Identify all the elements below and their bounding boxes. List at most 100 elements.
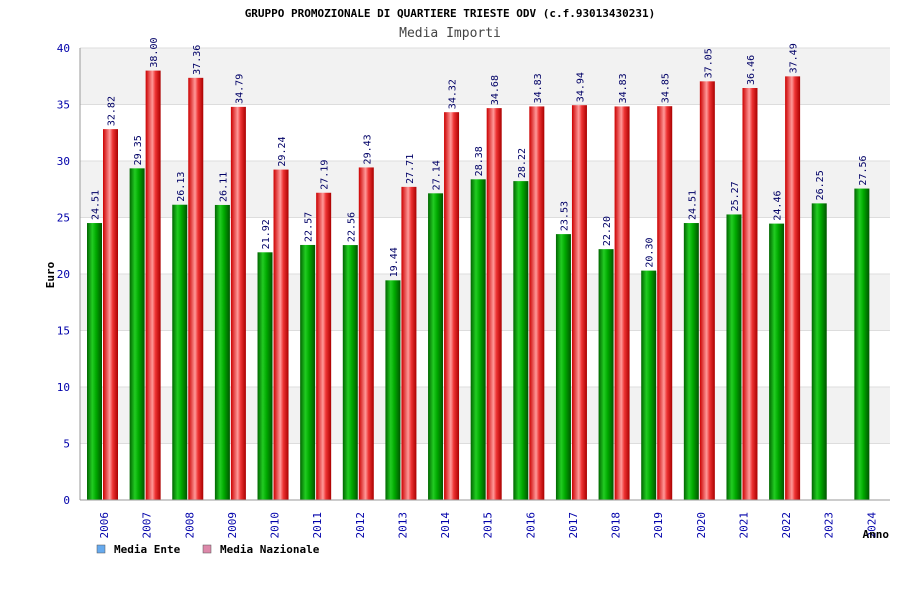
bar-media-ente — [470, 179, 486, 500]
bar-media-ente — [555, 234, 571, 500]
data-label: 27.14 — [432, 160, 443, 190]
bar-media-nazionale — [571, 105, 587, 500]
data-label: 22.56 — [346, 212, 357, 242]
bar-media-nazionale — [273, 169, 289, 500]
bar-media-ente — [726, 214, 742, 500]
x-tick-label: 2019 — [652, 512, 665, 539]
y-tick-label: 40 — [57, 42, 70, 55]
legend-label-media-ente: Media Ente — [114, 543, 181, 556]
bar-media-ente — [129, 168, 145, 500]
data-label: 32.82 — [107, 96, 118, 126]
chart-subtitle: Media Importi — [399, 26, 501, 41]
y-axis-ticks: 0 5 10 15 20 25 30 35 40 — [57, 42, 70, 507]
bar-media-ente — [87, 223, 102, 501]
value-labels: 24.51 32.82 29.35 38.00 26.13 37.36 26.11 34.79… — [91, 37, 869, 277]
x-tick-label: 2022 — [780, 512, 793, 539]
bar-media-ente — [428, 193, 444, 500]
data-label: 34.83 — [533, 73, 544, 103]
x-tick-label: 2016 — [524, 512, 537, 539]
data-label: 22.20 — [602, 216, 613, 246]
data-label: 34.32 — [448, 79, 459, 109]
data-label: 29.35 — [133, 135, 144, 165]
data-label: 28.22 — [517, 148, 528, 178]
y-tick-label: 15 — [57, 325, 70, 338]
bar-media-nazionale — [145, 70, 161, 500]
x-tick-label: 2024 — [865, 512, 878, 539]
bar-media-nazionale — [358, 167, 374, 501]
bars — [87, 70, 870, 501]
data-label: 19.44 — [389, 247, 400, 277]
y-tick-label: 25 — [57, 212, 70, 225]
x-tick-label: 2014 — [439, 512, 452, 539]
bar-media-ente — [385, 280, 401, 500]
data-label: 34.83 — [618, 73, 629, 103]
bar-media-nazionale — [230, 106, 246, 501]
x-tick-label: 2023 — [823, 512, 836, 539]
data-label: 20.30 — [645, 238, 656, 268]
data-label: 24.51 — [687, 190, 698, 220]
bar-media-ente — [257, 252, 273, 500]
bar-media-nazionale — [614, 106, 630, 501]
bar-media-ente — [641, 270, 657, 500]
bar-media-nazionale — [657, 106, 673, 500]
legend-swatch-media-nazionale — [202, 544, 212, 554]
chart-title: GRUPPO PROMOZIONALE DI QUARTIERE TRIESTE… — [245, 7, 656, 20]
data-label: 27.56 — [858, 155, 869, 185]
data-label: 29.43 — [362, 134, 373, 164]
x-tick-label: 2013 — [396, 512, 409, 539]
legend: Media Ente Media Nazionale — [96, 543, 320, 556]
bar-media-ente — [300, 244, 316, 500]
y-tick-label: 5 — [63, 438, 70, 451]
bar-media-ente — [811, 203, 827, 500]
x-tick-label: 2017 — [567, 512, 580, 539]
data-label: 28.38 — [474, 146, 485, 176]
data-label: 37.36 — [192, 45, 203, 75]
bar-media-ente — [342, 245, 358, 500]
x-tick-label: 2018 — [610, 512, 623, 539]
y-axis-label: Euro — [44, 261, 57, 288]
data-label: 29.24 — [277, 136, 288, 166]
x-tick-label: 2011 — [311, 512, 324, 539]
x-tick-label: 2006 — [98, 512, 111, 539]
data-label: 27.71 — [405, 154, 416, 184]
bar-media-nazionale — [316, 192, 332, 501]
x-tick-label: 2009 — [226, 512, 239, 539]
x-tick-label: 2012 — [354, 512, 367, 539]
data-label: 38.00 — [149, 37, 160, 67]
data-label: 26.25 — [815, 170, 826, 200]
bar-media-nazionale — [785, 76, 801, 500]
bar-media-ente — [769, 223, 785, 501]
bar-media-nazionale — [401, 186, 417, 500]
legend-label-media-nazionale: Media Nazionale — [220, 543, 320, 556]
data-label: 22.57 — [304, 212, 315, 242]
bar-media-nazionale — [529, 106, 545, 501]
data-label: 34.85 — [661, 73, 672, 103]
bar-media-ente — [854, 188, 870, 500]
y-tick-label: 20 — [57, 268, 70, 281]
bar-media-ente — [214, 204, 230, 500]
data-label: 26.11 — [218, 172, 229, 202]
x-tick-label: 2008 — [183, 512, 196, 539]
bar-media-ente — [513, 181, 529, 500]
bar-media-nazionale — [699, 81, 715, 501]
data-label: 24.46 — [773, 190, 784, 220]
data-label: 34.68 — [490, 75, 501, 105]
data-label: 36.46 — [746, 55, 757, 85]
x-tick-label: 2020 — [695, 512, 708, 539]
data-label: 27.19 — [320, 160, 331, 190]
bar-media-nazionale — [486, 108, 502, 500]
data-label: 23.53 — [559, 201, 570, 231]
x-axis-label: Anno — [863, 528, 890, 541]
data-label: 21.92 — [261, 219, 272, 249]
x-tick-label: 2021 — [737, 512, 750, 539]
data-label: 37.49 — [789, 43, 800, 73]
y-tick-label: 35 — [57, 99, 70, 112]
data-label: 34.79 — [234, 74, 245, 104]
x-tick-label: 2007 — [141, 512, 154, 539]
bar-media-nazionale — [742, 88, 758, 500]
bar-media-nazionale — [188, 77, 204, 500]
bar-media-nazionale — [444, 112, 460, 501]
legend-swatch-media-ente — [96, 544, 106, 554]
bar-media-ente — [172, 204, 188, 500]
